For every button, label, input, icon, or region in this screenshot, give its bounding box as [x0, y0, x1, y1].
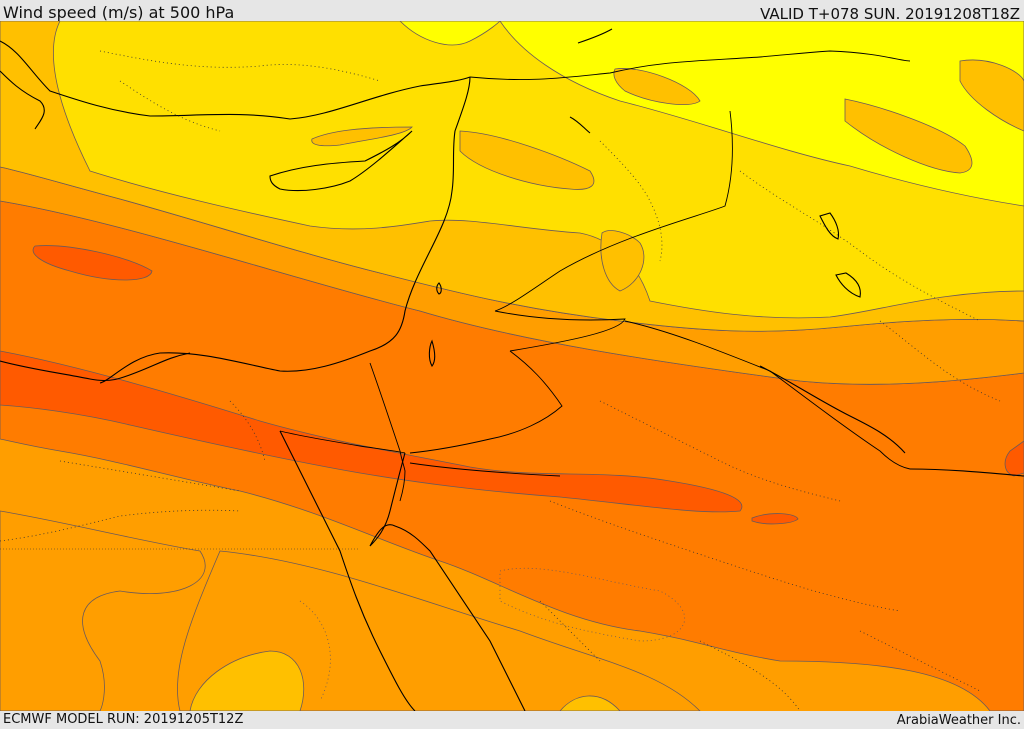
map-header: Wind speed (m/s) at 500 hPa VALID T+078 … [0, 0, 1024, 23]
map-footer: ECMWF MODEL RUN: 20191205T12Z ArabiaWeat… [0, 711, 1024, 729]
field-amber-cyprus [311, 126, 413, 147]
map-canvas [0, 21, 1024, 711]
wind-speed-map [0, 21, 1024, 711]
field-yellow-north [499, 21, 1024, 207]
field-amber-iran [613, 68, 701, 106]
field-jet-core-small [751, 513, 799, 525]
field-orange-south [0, 510, 206, 711]
coastlines [0, 28, 1024, 711]
contour-dotted-2 [299, 600, 331, 702]
valid-time-label: VALID T+078 SUN. 20191208T18Z [760, 5, 1020, 23]
field-amber-south [189, 650, 304, 711]
field-amber-syria [459, 130, 595, 190]
field-amber-ne [844, 98, 973, 174]
field-jet-core [0, 350, 743, 513]
field-amber-south-2 [559, 695, 621, 711]
contour-dotted-1 [499, 567, 686, 642]
political-borders [279, 50, 911, 502]
field-jet-core-west [32, 245, 153, 281]
field-orange-south-2 [177, 550, 701, 711]
admin-boundaries [0, 50, 1001, 711]
model-run-label: ECMWF MODEL RUN: 20191205T12Z [3, 712, 244, 727]
map-title: Wind speed (m/s) at 500 hPa [3, 3, 235, 22]
field-jet-core-east [1004, 440, 1024, 477]
credit-label: ArabiaWeather Inc. [896, 713, 1021, 728]
field-yellow-north-2 [399, 21, 501, 46]
